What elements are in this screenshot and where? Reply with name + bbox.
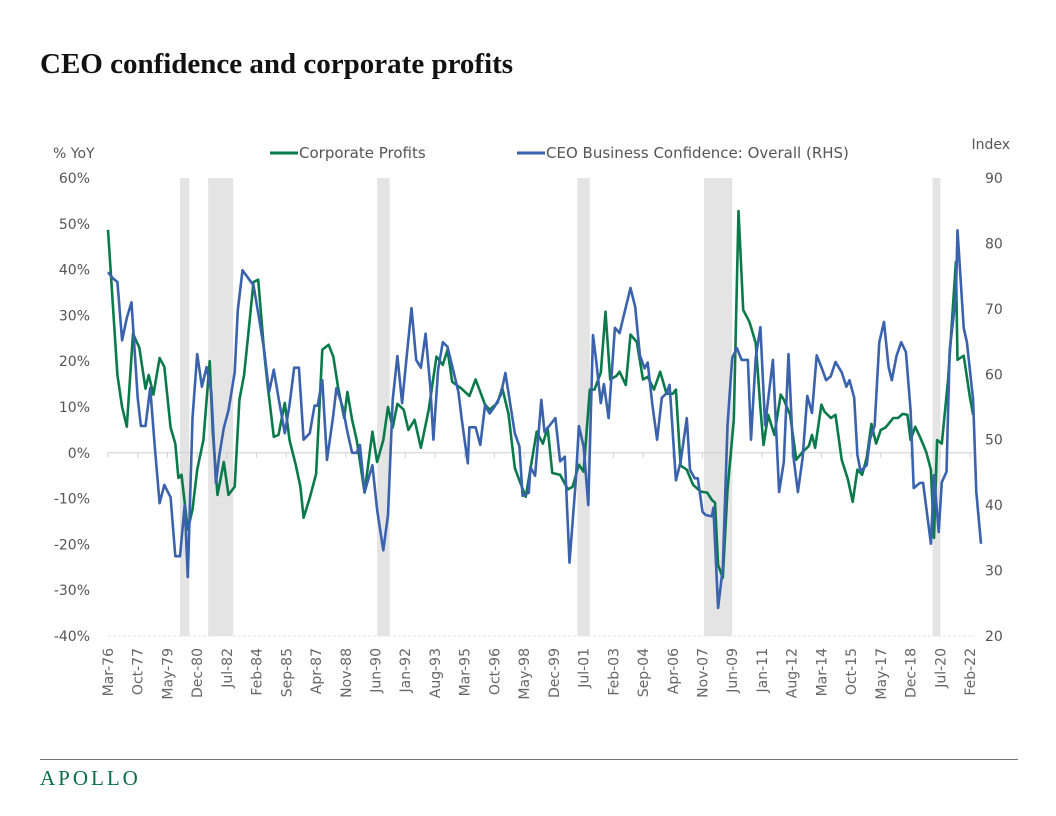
x-tick-label: Jul-20: [933, 648, 949, 689]
series-lines: [106, 209, 983, 610]
left-tick-label: 20%: [59, 354, 90, 370]
x-tick-label: May-79: [160, 648, 176, 700]
x-tick-label: Oct-15: [844, 648, 860, 695]
x-tick-label: Feb-03: [606, 648, 622, 696]
right-tick-label: 90: [985, 171, 1003, 187]
legend: Corporate Profits CEO Business Confidenc…: [270, 144, 849, 162]
x-tick-label: Mar-14: [814, 648, 830, 696]
x-tick-label: Mar-95: [458, 648, 474, 696]
left-tick-label: 0%: [68, 446, 90, 462]
left-tick-label: -30%: [54, 583, 90, 599]
x-tick-label: Nov-07: [695, 648, 711, 698]
left-tick-label: 50%: [59, 217, 90, 233]
x-tick-label: Mar-76: [101, 648, 117, 696]
right-tick-label: 50: [985, 433, 1003, 449]
recession-band: [179, 178, 190, 636]
right-tick-label: 20: [985, 629, 1003, 645]
recession-band: [932, 178, 941, 636]
right-tick-label: 60: [985, 367, 1003, 383]
left-tick-label: 30%: [59, 308, 90, 324]
x-tick-label: Jun-09: [725, 648, 741, 694]
x-tick-label: Jul-82: [220, 648, 236, 689]
left-tick-label: 60%: [59, 171, 90, 187]
left-y-axis: 60% 50% 40% 30% 20% 10% 0% -10% -20% -30% -40%: [54, 171, 90, 645]
right-tick-label: 40: [985, 498, 1003, 514]
line-chart: 60% 50% 40% 30% 20% 10% 0% -10% -20% -30% -40% 90 8…: [53, 137, 1010, 700]
legend-label-corporate-profits: Corporate Profits: [299, 144, 426, 162]
x-tick-label: Sep-04: [636, 648, 652, 697]
series-line-ceo-confidence: [106, 229, 983, 610]
right-tick-label: 70: [985, 302, 1003, 318]
x-tick-label: Dec-18: [904, 648, 920, 698]
x-tick-label: Apr-87: [309, 648, 325, 694]
x-tick-label: Dec-80: [190, 648, 206, 698]
recession-shading: [179, 178, 941, 636]
right-tick-label: 80: [985, 236, 1003, 252]
x-tick-label: Jul-01: [577, 648, 593, 689]
x-tick-label: Aug-93: [428, 648, 444, 698]
chart-title: CEO confidence and corporate profits: [40, 48, 514, 80]
x-tick-label: Sep-85: [279, 648, 295, 697]
x-tick-label: Feb-84: [250, 648, 266, 696]
left-tick-label: 40%: [59, 263, 90, 279]
left-tick-label: -20%: [54, 537, 90, 553]
series-line-corporate-profits: [106, 209, 975, 580]
x-tick-label: Dec-99: [547, 648, 563, 698]
left-tick-label: 10%: [59, 400, 90, 416]
right-tick-label: 30: [985, 564, 1003, 580]
left-tick-label: -40%: [54, 629, 90, 645]
x-axis-tick-labels: Mar-76 Oct-77 May-79 Dec-80 Jul-82 Feb-84 Sep-…: [101, 648, 979, 700]
right-axis-label: Index: [971, 137, 1010, 153]
x-tick-label: Oct-96: [487, 648, 503, 695]
x-axis: [107, 452, 975, 458]
x-tick-label: Oct-77: [131, 648, 147, 695]
x-tick-label: May-17: [874, 648, 890, 700]
apollo-logo: APOLLO: [40, 766, 141, 790]
x-tick-label: May-98: [517, 648, 533, 700]
right-y-axis: 90 80 70 60 50 40 30 20: [985, 171, 1003, 645]
x-tick-label: Jan-11: [755, 648, 771, 693]
legend-label-ceo-confidence: CEO Business Confidence: Overall (RHS): [546, 144, 849, 162]
x-tick-label: Nov-88: [339, 648, 355, 698]
x-tick-label: Aug-12: [785, 648, 801, 698]
x-tick-label: Feb-22: [963, 648, 979, 696]
left-axis-label: % YoY: [53, 146, 95, 162]
x-tick-label: Jan-92: [398, 648, 414, 693]
left-tick-label: -10%: [54, 492, 90, 508]
x-tick-label: Apr-06: [666, 648, 682, 694]
recession-band: [577, 178, 590, 636]
x-tick-label: Jun-90: [369, 648, 385, 694]
footer-divider: [40, 759, 1018, 760]
